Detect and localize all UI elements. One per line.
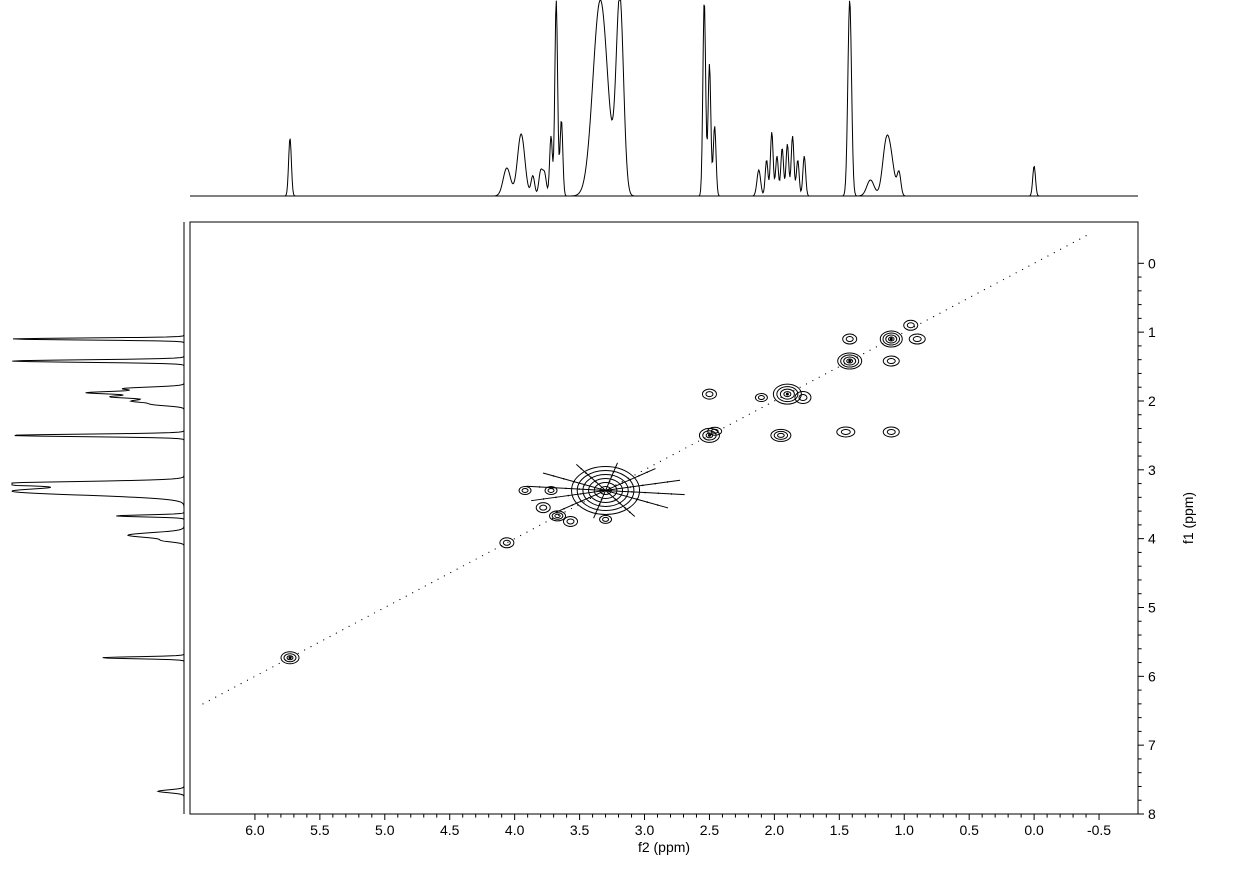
f1-tick-label: 8 xyxy=(1148,806,1156,822)
f2-tick-label: -0.5 xyxy=(1087,822,1111,838)
f1-tick-label: 5 xyxy=(1148,599,1156,615)
diagonal-trace xyxy=(202,235,1086,704)
f1-tick-label: 7 xyxy=(1148,737,1156,753)
f1-tick-label: 3 xyxy=(1148,462,1156,478)
f2-tick-label: 4.0 xyxy=(505,822,525,838)
f2-tick-label: 0.0 xyxy=(1024,822,1044,838)
f1-tick-label: 0 xyxy=(1148,255,1156,271)
f2-tick-label: 4.5 xyxy=(440,822,460,838)
f2-tick-label: 3.0 xyxy=(635,822,655,838)
f2-tick-label: 0.5 xyxy=(959,822,979,838)
crosspeaks xyxy=(281,320,925,663)
f2-tick-label: 3.5 xyxy=(570,822,590,838)
f2-tick-label: 5.5 xyxy=(310,822,330,838)
top-1d-spectrum xyxy=(190,0,1138,196)
f2-tick-label: 6.0 xyxy=(245,822,265,838)
f1-tick-label: 2 xyxy=(1148,393,1156,409)
plot-frame xyxy=(190,222,1138,814)
f2-tick-label: 2.0 xyxy=(765,822,785,838)
f2-tick-label: 1.5 xyxy=(830,822,850,838)
left-1d-spectrum xyxy=(12,222,184,814)
f2-axis-label: f2 (ppm) xyxy=(638,839,690,855)
f2-tick-label: 2.5 xyxy=(700,822,720,838)
f1-tick-label: 1 xyxy=(1148,324,1156,340)
cosy-2d-nmr-plot: 6.0 5.5 5.0 4.5 4.0 3.5 3.0 2.5 2.0 1.5 1.0 0.5 0.0 -… xyxy=(0,0,1240,869)
f1-tick-label: 4 xyxy=(1148,531,1156,547)
f2-tick-label: 5.0 xyxy=(375,822,395,838)
f1-tick-label: 6 xyxy=(1148,668,1156,684)
f2-tick-label: 1.0 xyxy=(895,822,915,838)
f1-axis-label: f1 (ppm) xyxy=(1180,492,1196,544)
